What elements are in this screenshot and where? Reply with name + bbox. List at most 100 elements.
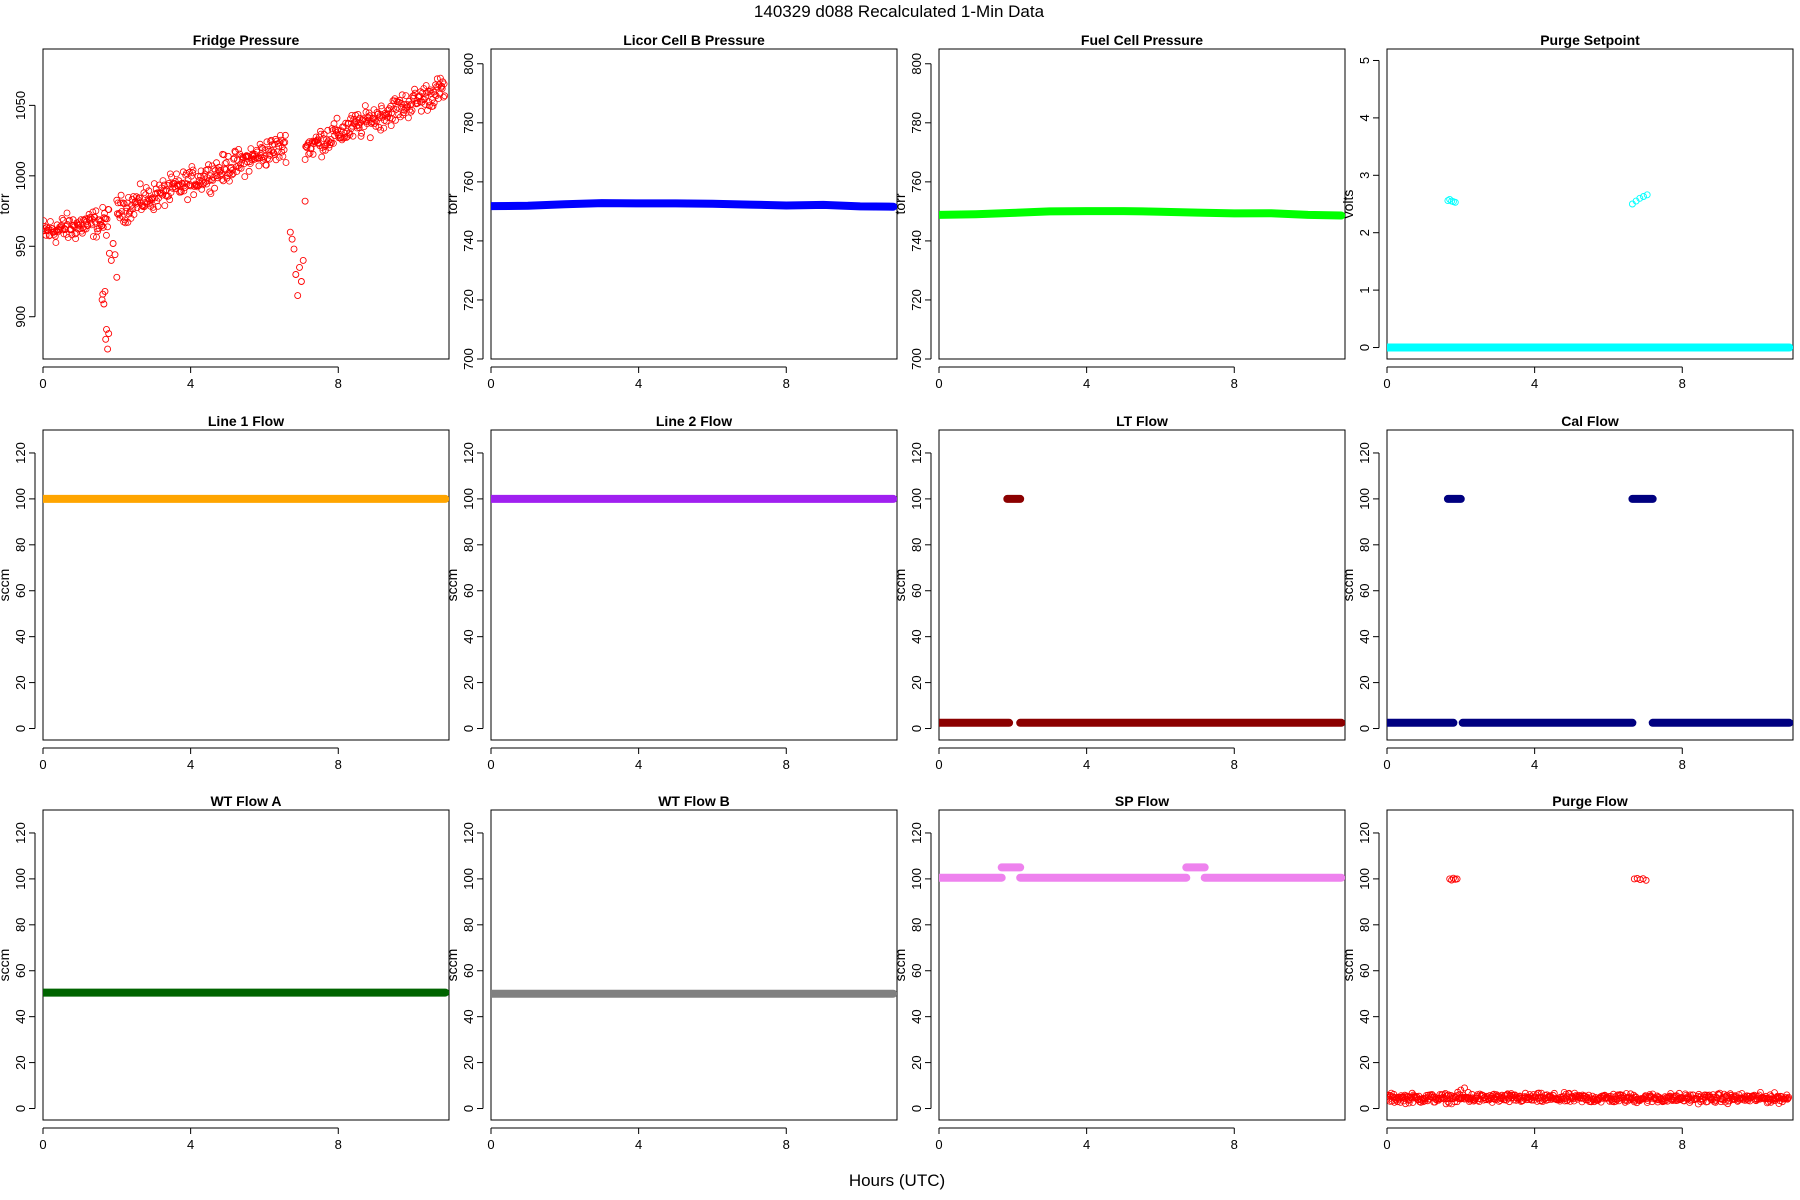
panel-fridge-pressure: Fridge Pressure torr 0 4 8 900 950 1000 1050 (0, 32, 450, 391)
x-tick-label: 4 (187, 1137, 194, 1152)
plot-frame (42, 429, 450, 741)
plot-frame (1386, 48, 1794, 360)
y-tick-label: 100 (461, 488, 476, 510)
y-tick-label: 720 (461, 289, 476, 311)
y-tick-label: 780 (461, 112, 476, 134)
data-point (52, 239, 60, 246)
y-tick-label: 20 (13, 675, 28, 689)
data-point (65, 217, 73, 225)
data-point (43, 217, 47, 224)
data-point (125, 193, 132, 201)
panel-title: Fuel Cell Pressure (1081, 32, 1203, 48)
x-tick-label: 8 (1231, 757, 1238, 772)
data-point (177, 188, 185, 196)
data-point (241, 173, 249, 181)
y-tick-label: 760 (461, 171, 476, 193)
plot-frame (490, 809, 898, 1121)
y-tick-label: 0 (1357, 344, 1372, 351)
data-points (939, 863, 1345, 882)
panel-fuel-cell-pressure: Fuel Cell Pressure torr 0 4 8 700 720 740 760 780… (892, 32, 1346, 391)
y-axis-label: sccm (0, 569, 12, 602)
data-point (210, 165, 218, 173)
y-tick-label: 0 (1357, 1105, 1372, 1112)
data-point (173, 170, 180, 178)
y-tick-label: 100 (13, 868, 28, 890)
data-point (136, 194, 144, 202)
data-point (104, 223, 111, 231)
data-point (407, 108, 415, 116)
y-axis-label: sccm (444, 569, 460, 602)
data-points (1387, 874, 1793, 1108)
data-point (177, 187, 185, 195)
data-point (68, 231, 76, 239)
y-tick-label: 20 (1357, 1055, 1372, 1069)
data-point (225, 177, 233, 185)
x-tick-label: 4 (1083, 757, 1090, 772)
data-point (207, 190, 215, 198)
data-point (358, 129, 366, 137)
x-tick-label: 0 (1383, 1137, 1390, 1152)
data-point (213, 159, 220, 167)
y-tick-label: 0 (909, 1105, 924, 1112)
y-tick-label: 120 (13, 442, 28, 464)
data-point (430, 99, 438, 107)
data-point (43, 231, 50, 239)
data-points (491, 199, 897, 211)
data-point (262, 161, 270, 169)
panel-title: Purge Setpoint (1540, 32, 1640, 48)
data-point (150, 206, 158, 214)
data-point (1401, 1091, 1409, 1099)
y-tick-label: 40 (13, 1009, 28, 1023)
data-point (118, 208, 126, 215)
data-point (1457, 1086, 1465, 1094)
data-point (411, 85, 419, 93)
data-point (189, 166, 197, 174)
y-tick-label: 120 (1357, 822, 1372, 844)
data-point (311, 138, 319, 146)
data-point (276, 131, 284, 139)
panel-title: Line 1 Flow (208, 413, 284, 429)
panel-title: Fridge Pressure (193, 32, 300, 48)
panel-title: SP Flow (1115, 793, 1169, 809)
x-tick-label: 8 (1679, 376, 1686, 391)
y-tick-label: 60 (461, 584, 476, 598)
data-point (355, 124, 363, 131)
plot-frame (938, 429, 1346, 741)
x-axis-label: Hours (UTC) (849, 1171, 945, 1190)
data-point (319, 146, 327, 154)
data-point (1451, 198, 1459, 206)
data-points (1387, 191, 1793, 352)
y-tick-label: 60 (1357, 964, 1372, 978)
y-tick-label: 1000 (13, 161, 28, 190)
panel-title: WT Flow B (658, 793, 730, 809)
data-point (438, 82, 446, 90)
data-point (1432, 1095, 1439, 1103)
data-point (200, 179, 208, 187)
data-point (385, 110, 393, 118)
data-point (211, 184, 219, 192)
data-point (315, 140, 323, 148)
y-tick-label: 0 (909, 725, 924, 732)
data-point (1630, 1091, 1638, 1099)
x-tick-label: 4 (1083, 376, 1090, 391)
data-point (431, 91, 439, 98)
data-point (361, 102, 369, 109)
panel-title: LT Flow (1116, 413, 1168, 429)
data-point (347, 115, 355, 123)
data-point (433, 75, 441, 83)
x-tick-label: 8 (1231, 376, 1238, 391)
data-point (422, 93, 430, 101)
data-point (179, 180, 187, 188)
data-point (109, 240, 117, 247)
x-tick-label: 8 (1679, 757, 1686, 772)
data-point (282, 159, 290, 166)
data-point (105, 206, 113, 214)
y-tick-label: 60 (461, 964, 476, 978)
y-tick-label: 80 (909, 918, 924, 932)
data-point (206, 188, 214, 196)
data-point (1642, 876, 1650, 884)
